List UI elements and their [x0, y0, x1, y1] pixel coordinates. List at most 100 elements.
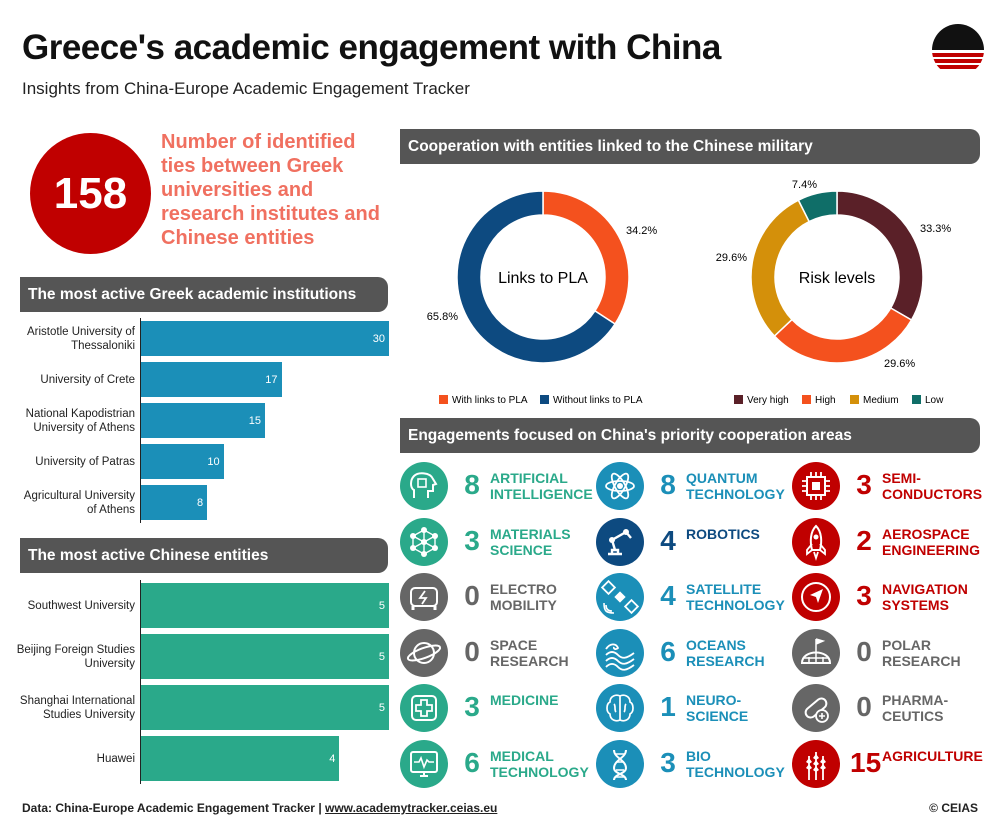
bar: 5 [141, 634, 389, 679]
priority-area-name: POLAR RESEARCH [882, 636, 961, 669]
legend-label: Very high [747, 395, 789, 406]
bar-axis [140, 318, 141, 523]
bar-category-label: Beijing Foreign Studies University [16, 643, 135, 670]
priority-area-item: 3 MEDICINE [400, 682, 595, 734]
priority-area-item: 15 AGRICULTURE [792, 738, 987, 790]
priority-area-count: 8 [464, 469, 480, 500]
priority-area-name: OCEANS RESEARCH [686, 636, 765, 669]
priority-area-name: ROBOTICS [686, 525, 760, 542]
legend-swatch [734, 395, 743, 404]
waves-icon [596, 628, 644, 677]
pill-icon [792, 684, 840, 732]
bar-value-label: 5 [378, 650, 385, 663]
bar-value-label: 10 [207, 455, 220, 468]
priority-area-count: 4 [660, 524, 676, 556]
bar-category-label: National Kapodistrian University of Athe… [25, 407, 135, 434]
priority-area-name: QUANTUM TECHNOLOGY [686, 470, 785, 502]
legend-label: Low [925, 395, 944, 406]
priority-area-item: 3 BIO TECHNOLOGY [596, 738, 791, 790]
military-section-header: Cooperation with entities linked to the … [400, 129, 980, 164]
donut-center-title: Risk levels [799, 270, 875, 287]
priority-area-count: 3 [856, 580, 872, 611]
legend-swatch [439, 395, 448, 404]
legend-swatch [850, 395, 859, 404]
priority-area-item: 2 AEROSPACE ENGINEERING [792, 516, 987, 568]
bar: 5 [141, 685, 389, 730]
priority-area-name: NEURO-SCIENCE [686, 692, 749, 724]
priority-area-count: 15 [850, 746, 882, 778]
footer-url-link[interactable]: www.academytracker.ceias.eu [325, 801, 498, 815]
priority-area-name: ARTIFICIAL INTELLIGENCE [490, 470, 593, 502]
bar: 8 [141, 485, 208, 520]
rocket-icon [792, 517, 840, 566]
footer-source-text: Data: China-Europe Academic Engagement T… [22, 801, 315, 815]
bar: 30 [141, 321, 389, 356]
bar-axis [140, 580, 141, 784]
priority-area-count: 3 [660, 746, 676, 778]
priority-area-name: BIO TECHNOLOGY [686, 747, 785, 780]
priority-areas-grid: 8 ARTIFICIAL INTELLIGENCE 8 QUANTUM TECHNOL… [400, 460, 990, 795]
priority-area-item: 3 SEMI-CONDUCTORS [792, 460, 987, 512]
donut-slice [542, 190, 630, 326]
brain-icon [596, 684, 644, 732]
chip-icon [792, 462, 840, 510]
priority-area-count: 8 [660, 469, 676, 500]
bar: 5 [141, 583, 389, 628]
bar-category-label: Huawei [96, 752, 135, 765]
priority-area-item: 0 POLAR RESEARCH [792, 627, 987, 679]
priority-area-name: SPACE RESEARCH [490, 636, 569, 669]
priority-area-name: MEDICAL TECHNOLOGY [490, 747, 589, 780]
priority-area-count: 0 [464, 635, 480, 667]
heart-monitor-icon [400, 739, 448, 788]
bar-category-label: University of Patras [35, 455, 135, 468]
molecule-icon [400, 517, 448, 566]
igloo-icon [792, 628, 840, 677]
bar: 17 [141, 362, 282, 397]
priority-area-name: AGRICULTURE [882, 747, 983, 764]
priority-area-item: 6 OCEANS RESEARCH [596, 627, 791, 679]
priority-area-item: 4 ROBOTICS [596, 516, 791, 568]
priority-area-count: 3 [464, 691, 480, 722]
bar-category-label: Aristotle University of Thessaloniki [26, 325, 135, 352]
chinese-section-header: The most active Chinese entities [20, 538, 388, 573]
donut-slice [456, 190, 617, 364]
priority-area-item: 8 QUANTUM TECHNOLOGY [596, 460, 791, 512]
priority-area-name: MEDICINE [490, 692, 559, 708]
bar-value-label: 5 [378, 599, 385, 612]
robot-arm-icon [596, 517, 644, 566]
priority-area-item: 8 ARTIFICIAL INTELLIGENCE [400, 460, 595, 512]
footer-source: Data: China-Europe Academic Engagement T… [22, 801, 497, 815]
areas-section-header: Engagements focused on China's priority … [400, 418, 980, 453]
priority-area-item: 4 SATELLITE TECHNOLOGY [596, 571, 791, 623]
priority-area-item: 6 MEDICAL TECHNOLOGY [400, 738, 595, 790]
wheat-icon [792, 739, 840, 788]
bar-category-label: University of Crete [40, 373, 135, 386]
donut-slice [750, 199, 811, 338]
donut-value-label: 29.6% [716, 252, 747, 264]
page-subtitle: Insights from China-Europe Academic Enga… [22, 79, 470, 98]
chinese-bar-chart: Southwest University 5 Beijing Foreign Stu… [0, 580, 400, 785]
footer-separator: | [314, 801, 326, 815]
ties-count-badge: 158 [30, 133, 151, 254]
navigation-icon [792, 573, 840, 621]
donut-value-label: 33.3% [920, 223, 951, 235]
priority-area-item: 0 ELECTRO MOBILITY [400, 571, 595, 623]
bar-value-label: 8 [197, 496, 204, 509]
greek-section-header: The most active Greek academic instituti… [20, 277, 388, 312]
priority-area-item: 0 PHARMA-CEUTICS [792, 682, 987, 734]
footer-copyright: © CEIAS [929, 801, 978, 815]
greek-bar-chart: Aristotle University of Thessaloniki 30 Un… [0, 318, 400, 523]
legend-label: Medium [863, 395, 899, 406]
priority-area-name: SATELLITE TECHNOLOGY [686, 581, 785, 613]
priority-area-count: 3 [464, 524, 480, 556]
donut-value-label: 34.2% [626, 225, 657, 237]
priority-area-name: MATERIALS SCIENCE [490, 525, 571, 558]
priority-area-count: 6 [660, 635, 676, 667]
bar-category-label: Shanghai International Studies Universit… [19, 694, 135, 721]
priority-area-name: AEROSPACE ENGINEERING [882, 525, 981, 558]
legend-label: High [815, 395, 836, 406]
ceias-logo [932, 24, 984, 76]
donut-slice [836, 190, 924, 322]
priority-area-count: 0 [464, 580, 480, 611]
bar: 10 [141, 444, 224, 479]
